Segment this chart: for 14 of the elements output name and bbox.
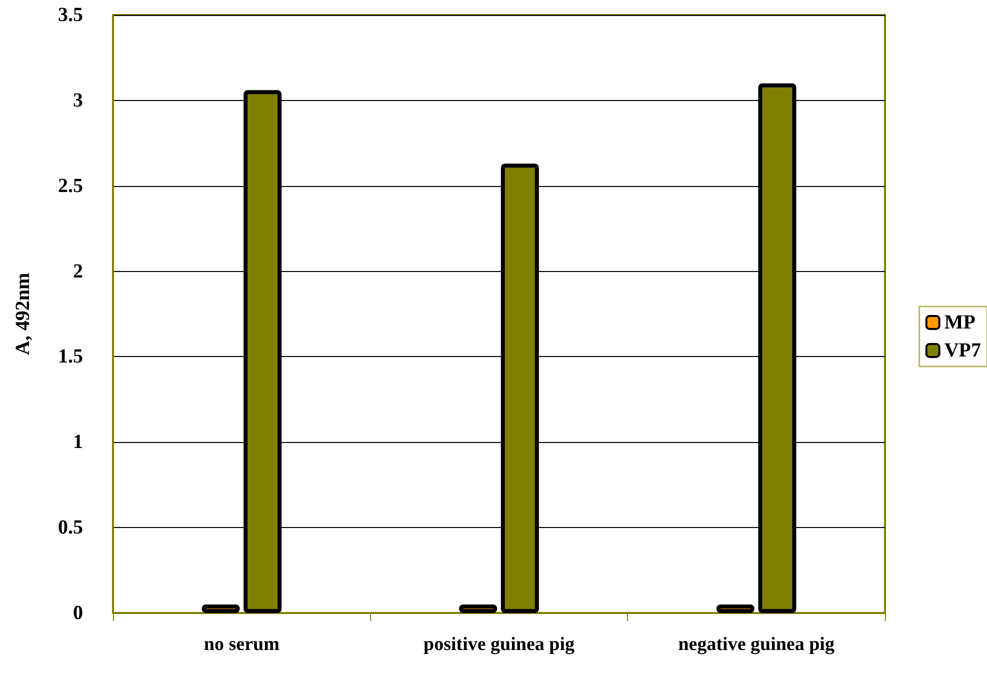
y-tick-label: 2.5 <box>58 174 83 197</box>
y-tick-label: 3.5 <box>58 4 83 26</box>
x-tick-label: no serum <box>204 634 280 655</box>
y-tick-label: 0.5 <box>58 516 83 539</box>
x-tick-label: negative guinea pig <box>678 634 835 655</box>
y-tick-label: 1.5 <box>58 346 83 368</box>
y-tick-label: 2 <box>73 260 83 282</box>
y-tick-label: 3 <box>73 89 83 112</box>
x-tick-label: positive guinea pig <box>424 634 575 655</box>
legend-label: MP <box>944 312 976 334</box>
y-axis-title: A, 492nm <box>12 272 34 356</box>
legend-label: VP7 <box>944 340 982 362</box>
y-tick-label: 1 <box>73 431 83 454</box>
y-tick-label: 0 <box>73 602 83 624</box>
